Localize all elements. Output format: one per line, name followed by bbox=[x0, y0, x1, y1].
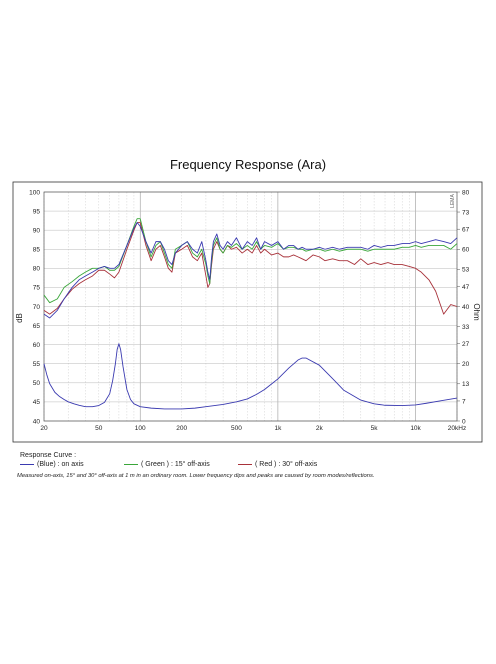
y2-tick-label: 47 bbox=[462, 284, 470, 291]
y-tick-label: 90 bbox=[33, 227, 41, 234]
curves bbox=[43, 218, 458, 410]
y2-tick-label: 73 bbox=[462, 209, 470, 216]
y-tick-label: 80 bbox=[33, 266, 41, 273]
y2-tick-label: 80 bbox=[462, 189, 470, 196]
legend-swatch-green bbox=[124, 464, 138, 465]
y2-tick-label: 0 bbox=[462, 418, 466, 425]
y2-tick-label: 13 bbox=[462, 381, 470, 388]
legend-item-blue: (Blue) : on axis bbox=[20, 461, 84, 468]
series-line-impedance bbox=[43, 343, 458, 410]
x-tick-label: 500 bbox=[231, 425, 242, 432]
legend-label-green: ( Green ) : 15° off-axis bbox=[141, 461, 210, 468]
watermark: LEMA bbox=[450, 194, 456, 208]
y2-axis-label: Ohm bbox=[472, 303, 481, 321]
legend-label-red: ( Red ) : 30° off-axis bbox=[255, 461, 318, 468]
y-tick-label: 70 bbox=[33, 304, 41, 311]
x-tick-label: 1k bbox=[274, 425, 282, 432]
legend-label-blue: (Blue) : on axis bbox=[37, 461, 84, 468]
measurement-note: Measured on-axis, 15° and 30° off-axis a… bbox=[17, 473, 375, 479]
x-tick-label: 20 bbox=[40, 425, 48, 432]
chart-title: Frequency Response (Ara) bbox=[169, 157, 327, 172]
legend-item-red: ( Red ) : 30° off-axis bbox=[238, 461, 317, 468]
y-tick-label: 100 bbox=[29, 189, 40, 196]
x-tick-label: 100 bbox=[135, 425, 146, 432]
y2-tick-label: 33 bbox=[462, 324, 470, 331]
y2-tick-label: 7 bbox=[462, 398, 466, 405]
y2-tick-label: 53 bbox=[462, 267, 470, 274]
y-tick-label: 45 bbox=[33, 399, 41, 406]
y-tick-label: 65 bbox=[33, 323, 41, 330]
x-tick-label: 200 bbox=[176, 425, 187, 432]
x-tick-label: 2k bbox=[316, 425, 324, 432]
y2-tick-label: 60 bbox=[462, 247, 470, 254]
y2-tick-label: 20 bbox=[462, 361, 470, 368]
y-tick-labels: 40 45 50 55 60 65 70 75 80 85 90 95 100 bbox=[29, 189, 40, 425]
y2-tick-label: 27 bbox=[462, 341, 470, 348]
legend-header: Response Curve : bbox=[20, 452, 77, 459]
y-tick-label: 85 bbox=[33, 247, 41, 254]
y-tick-label: 55 bbox=[33, 361, 41, 368]
x-tick-label: 20kHz bbox=[448, 425, 466, 432]
y-tick-label: 60 bbox=[33, 342, 41, 349]
y-axis-label: dB bbox=[15, 313, 24, 323]
y2-tick-labels: 0 7 13 20 27 33 40 47 53 60 67 73 80 bbox=[457, 189, 470, 425]
series-line-blue bbox=[43, 222, 458, 319]
x-tick-label: 10k bbox=[410, 425, 421, 432]
y-tick-label: 95 bbox=[33, 208, 41, 215]
legend-swatch-red bbox=[238, 464, 252, 465]
legend-swatch-blue bbox=[20, 464, 34, 465]
y2-tick-label: 40 bbox=[462, 304, 470, 311]
y-tick-label: 50 bbox=[33, 380, 41, 387]
x-tick-label: 5k bbox=[371, 425, 379, 432]
legend-item-green: ( Green ) : 15° off-axis bbox=[124, 461, 210, 468]
x-tick-label: 50 bbox=[95, 425, 103, 432]
y2-tick-label: 67 bbox=[462, 227, 470, 234]
y-tick-label: 40 bbox=[33, 418, 41, 425]
x-tick-labels: 20 50 100 200 500 1k 2k 5k 10k 20kHz bbox=[40, 425, 466, 432]
y-tick-label: 75 bbox=[33, 285, 41, 292]
